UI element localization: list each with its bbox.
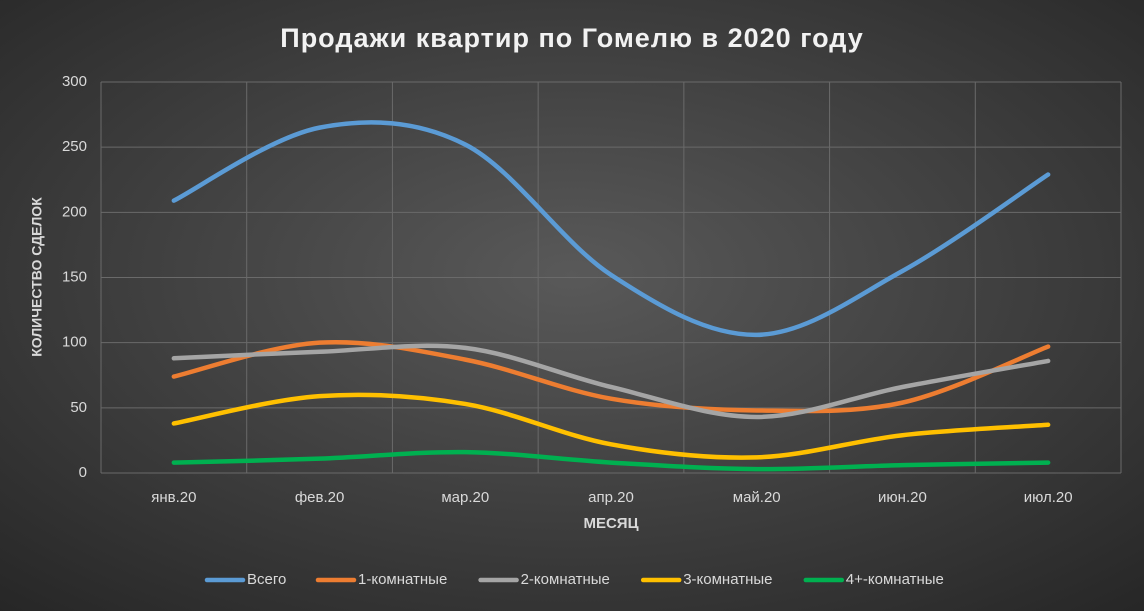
chart-title: Продажи квартир по Гомелю в 2020 году [280, 23, 863, 53]
legend-label: 1-комнатные [358, 571, 447, 588]
legend-label: Всего [247, 571, 286, 588]
y-axis-label: КОЛИЧЕСТВО СДЕЛОК [29, 197, 45, 357]
x-tick-label: май.20 [733, 489, 781, 506]
x-tick-label: апр.20 [588, 489, 634, 506]
series-line [171, 392, 1051, 460]
y-tick-label: 100 [62, 334, 87, 351]
y-tick-label: 300 [62, 73, 87, 90]
y-tick-label: 50 [70, 399, 87, 416]
y-tick-label: 200 [62, 203, 87, 220]
series-line [171, 343, 1051, 420]
series-line [171, 449, 1051, 472]
series-line [171, 339, 1051, 414]
y-tick-label: 250 [62, 138, 87, 155]
y-tick-label: 0 [79, 464, 87, 481]
legend-label: 2-комнатные [521, 571, 610, 588]
x-tick-label: янв.20 [151, 489, 196, 506]
x-tick-label: фев.20 [295, 489, 345, 506]
y-tick-label: 150 [62, 268, 87, 285]
x-tick-label: мар.20 [441, 489, 489, 506]
x-tick-label: июл.20 [1024, 489, 1073, 506]
x-tick-label: июн.20 [878, 489, 927, 506]
series-line [171, 120, 1051, 338]
legend-label: 4+-комнатные [846, 571, 944, 588]
legend-label: 3-комнатные [683, 571, 772, 588]
x-axis-label: МЕСЯЦ [583, 515, 638, 532]
